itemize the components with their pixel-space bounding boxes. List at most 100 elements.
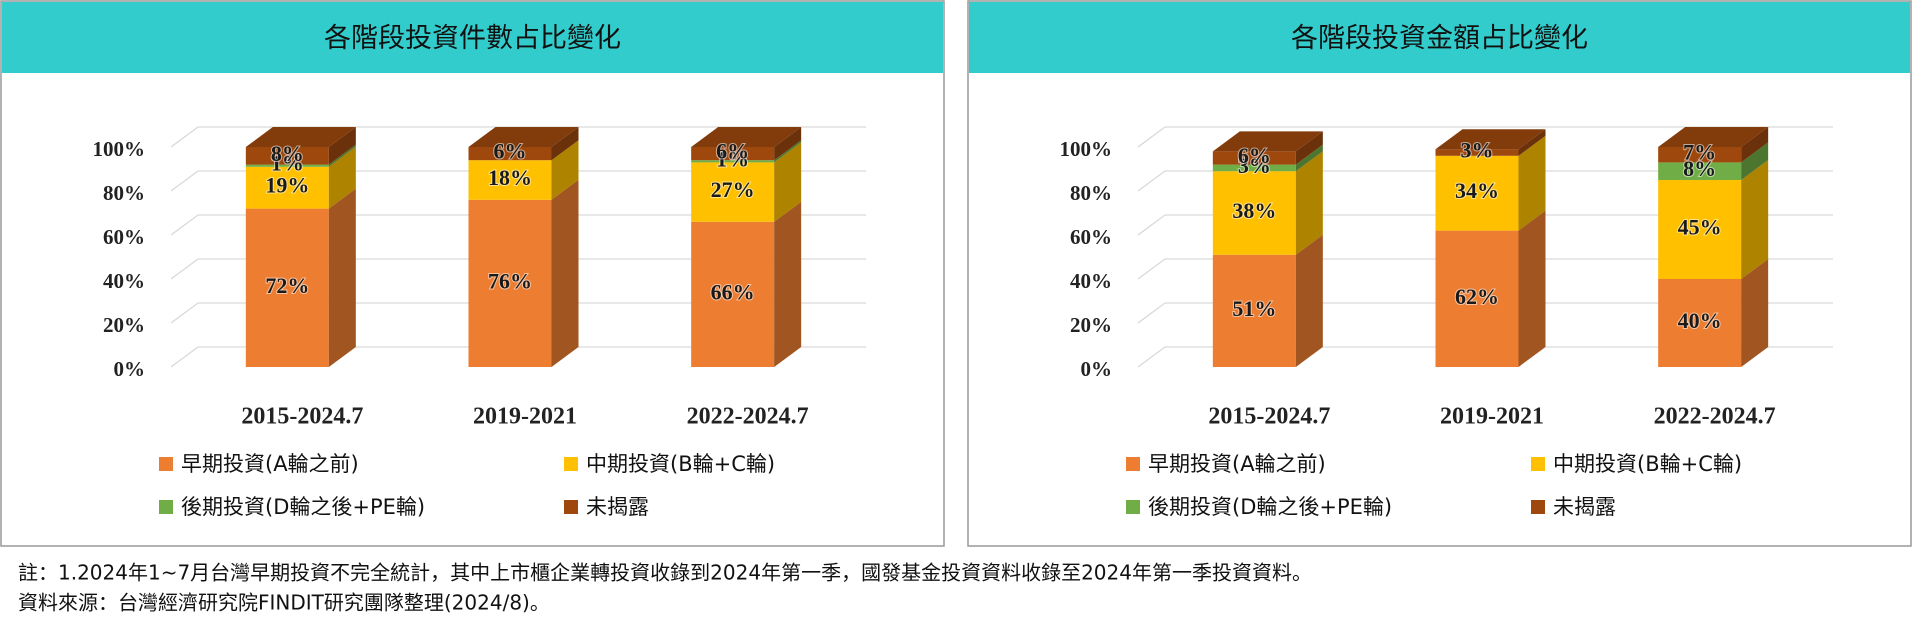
bar-segment-side: [1295, 151, 1323, 255]
x-tick-label: 2019-2021: [1440, 404, 1544, 430]
bar-segment-side: [1518, 135, 1546, 231]
x-tick-label: 2015-2024.7: [241, 404, 363, 430]
bar-top: [468, 127, 579, 147]
y-tick-label: 60%: [103, 225, 145, 249]
legend-label: 早期投資(A輪之前): [1148, 452, 1326, 476]
data-label: 76%: [488, 268, 532, 293]
legend-label: 中期投資(B輪+C輪): [1553, 452, 1742, 476]
y-tick-label: 40%: [1070, 269, 1112, 293]
grid-line-floor: [1137, 258, 1166, 280]
x-tick-label: 2019-2021: [473, 404, 577, 430]
legend-swatch: [159, 500, 173, 514]
bar-segment: [1212, 254, 1296, 367]
bar-segment-side: [1741, 142, 1769, 180]
y-tick-label: 40%: [103, 269, 145, 293]
y-tick-label: 100%: [1060, 137, 1113, 161]
data-label: 40%: [1678, 308, 1722, 333]
data-label: 7%: [1683, 140, 1716, 165]
title-bar: [2, 2, 943, 73]
data-label: 38%: [1232, 198, 1276, 223]
grid-line-floor: [1137, 170, 1166, 192]
legend-label: 未揭露: [586, 495, 649, 519]
bar-segment-side: [1518, 210, 1546, 367]
bar-top: [1435, 129, 1546, 150]
bar-top: [1658, 127, 1769, 147]
grid-line-floor: [1137, 214, 1166, 236]
grid-line-floor: [170, 170, 199, 192]
y-tick-label: 80%: [1070, 181, 1112, 205]
bar-segment: [245, 208, 329, 367]
bar-segment-side: [1295, 144, 1323, 172]
data-label: 1%: [716, 146, 749, 171]
bar-segment: [1435, 230, 1519, 367]
note: 註：1.2024年1~7月台灣早期投資不完全統計，其中上市櫃企業轉投資收錄到20…: [18, 561, 1312, 585]
data-label: 51%: [1232, 296, 1276, 321]
legend-swatch: [564, 500, 578, 514]
bar-segment: [245, 147, 329, 165]
bar-segment: [468, 160, 552, 200]
source: 資料來源：台灣經濟研究院FINDIT研究團隊整理(2024/8)。: [18, 591, 550, 615]
bar-segment: [691, 160, 775, 163]
data-label: 62%: [1455, 284, 1499, 309]
data-label: 34%: [1455, 178, 1499, 203]
bar-segment: [1212, 151, 1296, 165]
data-label: 3%: [1238, 153, 1271, 178]
x-tick-label: 2015-2024.7: [1208, 404, 1330, 430]
bar-segment: [1212, 171, 1296, 255]
data-label: 1%: [271, 151, 304, 176]
data-label: 18%: [488, 165, 532, 190]
grid-line-floor: [170, 346, 199, 368]
chart-panel: 各階段投資金額占比變化0%20%40%60%80%100%51%38%3%6%2…: [967, 0, 1912, 547]
bar-segment-side: [1741, 160, 1769, 279]
legend-label: 未揭露: [1553, 495, 1616, 519]
bar-segment: [245, 166, 329, 209]
bar-segment: [468, 199, 552, 367]
x-tick-label: 2022-2024.7: [1654, 404, 1776, 430]
grid-line-floor: [1137, 302, 1166, 324]
bar-segment-side: [1518, 129, 1546, 156]
bar-segment: [1435, 155, 1519, 231]
data-label: 6%: [1238, 143, 1271, 168]
bar-segment: [691, 162, 775, 222]
data-label: 66%: [711, 279, 755, 304]
bar-segment-side: [1741, 259, 1769, 367]
chart-panel: 各階段投資件數占比變化0%20%40%60%80%100%72%19%1%8%2…: [0, 0, 945, 547]
bar-segment: [1435, 149, 1519, 156]
grid-line-floor: [1137, 126, 1166, 148]
bar-segment-side: [551, 127, 579, 161]
bar-segment: [245, 164, 329, 167]
data-label: 6%: [494, 139, 527, 164]
bar-segment-side: [774, 201, 802, 367]
y-tick-label: 60%: [1070, 225, 1112, 249]
bar-segment-side: [328, 188, 356, 367]
grid-line-floor: [1137, 346, 1166, 368]
title-bar: [969, 2, 1910, 73]
bar-segment: [1212, 164, 1296, 172]
y-tick-label: 0%: [114, 357, 146, 381]
data-label: 3%: [1461, 138, 1494, 163]
bar-segment: [468, 147, 552, 161]
bar-segment-side: [328, 146, 356, 209]
bar-top: [691, 127, 802, 147]
bar-segment-side: [551, 179, 579, 367]
legend-swatch: [1531, 500, 1545, 514]
data-label: 45%: [1678, 215, 1722, 240]
grid-line-floor: [170, 258, 199, 280]
bar-segment-side: [551, 140, 579, 200]
y-tick-label: 20%: [103, 313, 145, 337]
bar-segment-side: [774, 140, 802, 163]
bar-segment: [1658, 162, 1742, 180]
bar-segment-side: [328, 144, 356, 167]
bar-segment: [1658, 180, 1742, 279]
y-tick-label: 0%: [1081, 357, 1113, 381]
legend-swatch: [1531, 457, 1545, 471]
chart-title: 各階段投資金額占比變化: [1291, 23, 1588, 54]
y-tick-label: 80%: [103, 181, 145, 205]
legend-label: 中期投資(B輪+C輪): [586, 452, 775, 476]
chart-title: 各階段投資件數占比變化: [324, 23, 621, 54]
bar-top: [1212, 131, 1323, 152]
grid-line-floor: [170, 214, 199, 236]
y-tick-label: 100%: [93, 137, 146, 161]
bar-segment: [691, 147, 775, 161]
